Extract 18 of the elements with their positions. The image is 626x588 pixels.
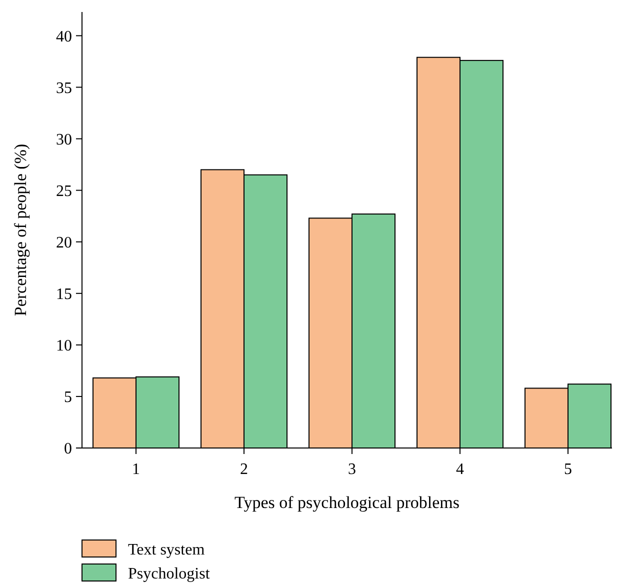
- x-tick-label: 2: [240, 461, 248, 478]
- x-tick-label: 3: [348, 461, 356, 478]
- y-tick-label: 5: [64, 389, 72, 406]
- y-tick-label: 25: [56, 182, 72, 200]
- x-tick-label: 5: [564, 461, 572, 478]
- x-axis-title: Types of psychological problems: [234, 493, 460, 512]
- y-tick-label: 20: [56, 234, 72, 252]
- y-axis-title: Percentage of people (%): [11, 144, 30, 316]
- y-tick-label: 30: [56, 131, 72, 148]
- legend-label: Text system: [128, 542, 206, 559]
- y-tick-label: 15: [56, 286, 72, 303]
- y-tick-label: 0: [64, 440, 72, 458]
- y-tick-label: 40: [56, 28, 72, 46]
- y-tick-label: 10: [56, 338, 72, 355]
- y-tick-label: 35: [56, 80, 72, 97]
- x-tick-label: 1: [132, 461, 140, 478]
- legend-label: Psychologist: [128, 566, 210, 583]
- x-tick-label: 4: [456, 461, 464, 478]
